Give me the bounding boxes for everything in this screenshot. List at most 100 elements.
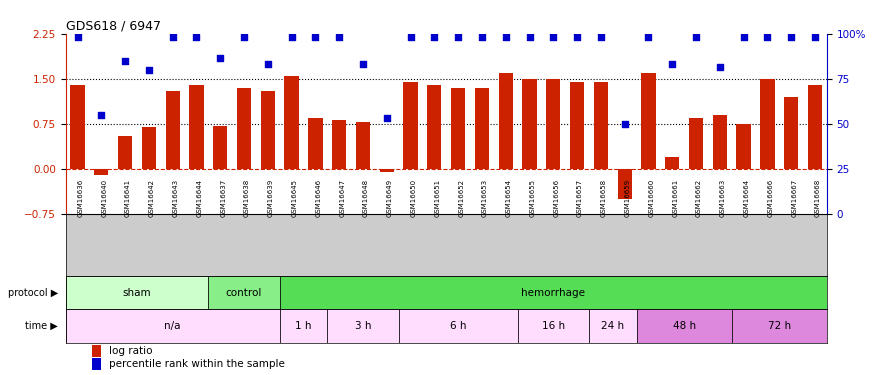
Text: 48 h: 48 h (673, 321, 696, 331)
Bar (427, 85, 442, 169)
Text: GSM16649: GSM16649 (387, 179, 393, 217)
Bar (332, 120, 346, 169)
Bar (237, 88, 251, 169)
Text: GSM16640: GSM16640 (102, 179, 108, 217)
Bar (499, 73, 513, 169)
Bar (546, 79, 561, 169)
Bar (214, 126, 228, 169)
Text: GSM16667: GSM16667 (791, 179, 797, 217)
Text: control: control (226, 288, 262, 298)
Text: GSM16661: GSM16661 (672, 179, 678, 217)
Bar (284, 76, 298, 169)
Point (214, 55, 228, 61)
Bar (594, 82, 608, 169)
Point (570, 34, 584, 40)
Text: GSM16638: GSM16638 (244, 179, 250, 217)
Bar (66, 276, 208, 309)
Point (665, 61, 679, 67)
Text: GSM16639: GSM16639 (268, 179, 274, 217)
Text: protocol ▶: protocol ▶ (8, 288, 58, 298)
Bar (280, 276, 827, 309)
Bar (689, 118, 704, 169)
Text: GSM16642: GSM16642 (149, 179, 155, 217)
Point (737, 34, 751, 40)
Bar (737, 124, 751, 169)
Point (784, 34, 798, 40)
Bar (665, 157, 679, 169)
Text: hemorrhage: hemorrhage (522, 288, 585, 298)
Text: GSM16647: GSM16647 (340, 179, 346, 217)
Bar (92, 358, 102, 370)
Point (403, 34, 417, 40)
Bar (399, 309, 518, 343)
Bar (618, 169, 632, 199)
Text: GSM16662: GSM16662 (696, 179, 702, 217)
Text: GSM16657: GSM16657 (578, 179, 583, 217)
Bar (784, 97, 798, 169)
Point (689, 34, 703, 40)
Text: 6 h: 6 h (450, 321, 466, 331)
Bar (142, 127, 156, 169)
Text: GSM16644: GSM16644 (197, 179, 202, 217)
Bar (380, 169, 394, 172)
Point (594, 34, 608, 40)
Text: GSM16652: GSM16652 (458, 179, 464, 217)
Text: GSM16660: GSM16660 (648, 179, 654, 217)
Point (522, 34, 536, 40)
Point (308, 34, 322, 40)
Point (380, 115, 394, 121)
Bar (732, 309, 827, 343)
Text: time ▶: time ▶ (25, 321, 58, 331)
Text: GSM16650: GSM16650 (410, 179, 416, 217)
Bar (356, 122, 370, 169)
Text: GSM16654: GSM16654 (506, 179, 512, 217)
Point (356, 61, 370, 67)
Bar (280, 309, 327, 343)
Bar (94, 169, 108, 175)
Text: GSM16643: GSM16643 (172, 179, 178, 217)
Text: 3 h: 3 h (354, 321, 371, 331)
Text: n/a: n/a (164, 321, 181, 331)
Point (237, 34, 251, 40)
Bar (92, 345, 102, 357)
Text: GSM16659: GSM16659 (625, 179, 631, 217)
Bar (66, 309, 280, 343)
Point (760, 34, 774, 40)
Bar (70, 85, 85, 169)
Point (118, 58, 132, 64)
Text: percentile rank within the sample: percentile rank within the sample (109, 359, 285, 369)
Text: log ratio: log ratio (109, 346, 152, 356)
Text: GSM16637: GSM16637 (220, 179, 227, 217)
Text: 16 h: 16 h (542, 321, 565, 331)
Text: GSM16636: GSM16636 (78, 179, 83, 217)
Text: GSM16653: GSM16653 (482, 179, 488, 217)
Bar (118, 136, 132, 169)
Point (475, 34, 489, 40)
Bar (308, 118, 323, 169)
Text: GSM16655: GSM16655 (529, 179, 536, 217)
Bar (327, 309, 399, 343)
Text: GSM16646: GSM16646 (315, 179, 321, 217)
Bar (637, 309, 732, 343)
Text: 1 h: 1 h (295, 321, 311, 331)
Bar (475, 88, 489, 169)
Point (190, 34, 204, 40)
Point (452, 34, 466, 40)
Point (284, 34, 298, 40)
Bar (189, 85, 204, 169)
Point (427, 34, 441, 40)
Text: GSM16664: GSM16664 (744, 179, 750, 217)
Text: GSM16656: GSM16656 (553, 179, 559, 217)
Point (165, 34, 179, 40)
Bar (518, 309, 589, 343)
Point (499, 34, 513, 40)
Text: GSM16666: GSM16666 (767, 179, 774, 217)
Bar (165, 91, 180, 169)
Point (546, 34, 560, 40)
Bar (808, 85, 822, 169)
Text: GSM16645: GSM16645 (291, 179, 298, 217)
Point (713, 64, 727, 70)
Point (618, 121, 632, 127)
Text: 72 h: 72 h (767, 321, 791, 331)
Text: GSM16658: GSM16658 (601, 179, 607, 217)
